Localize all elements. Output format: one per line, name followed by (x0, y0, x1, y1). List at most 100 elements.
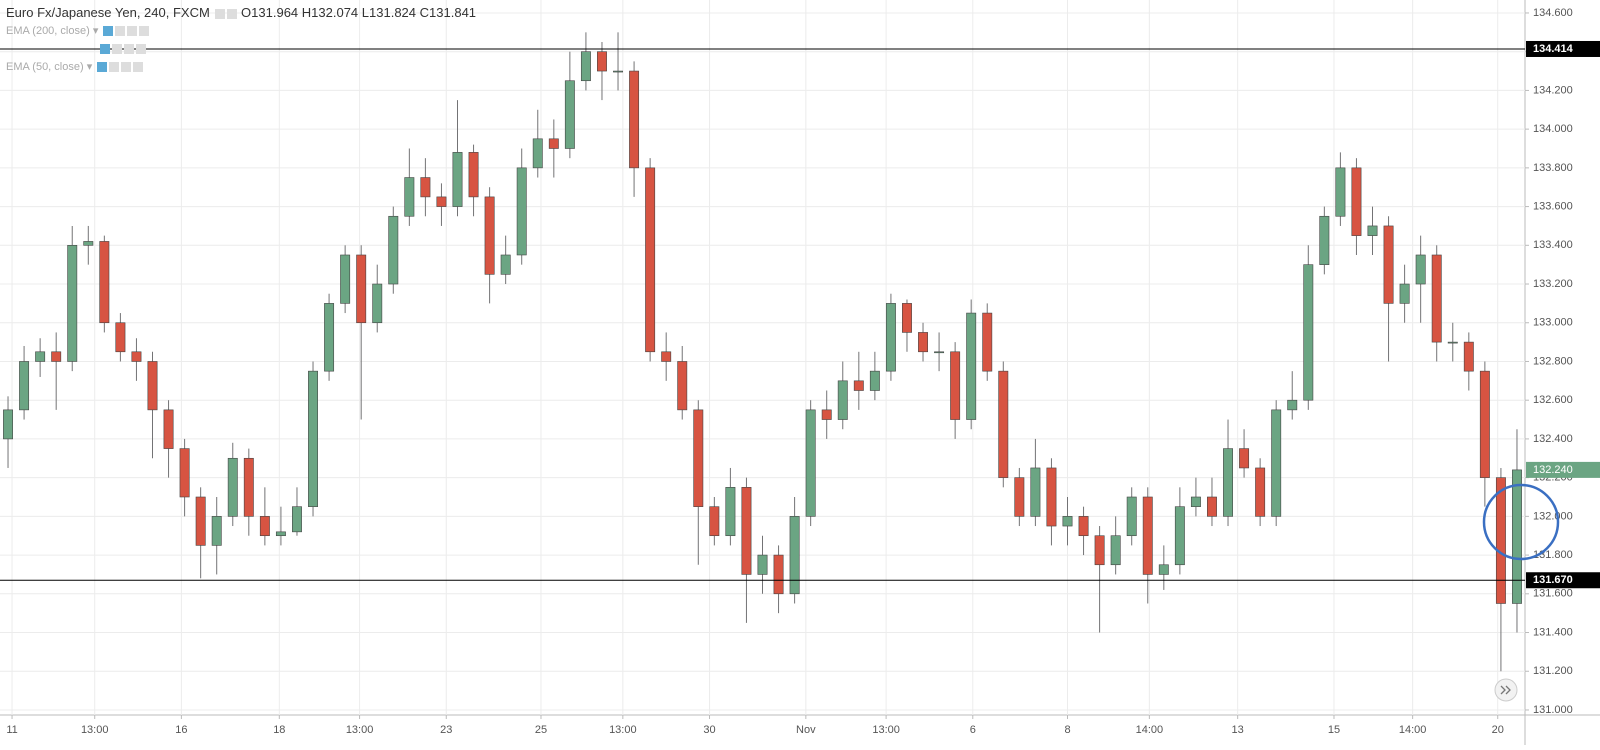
scroll-button[interactable] (1494, 678, 1518, 702)
x-tick-label: 13:00 (81, 724, 109, 736)
candle-body (1094, 535, 1105, 566)
candle-body (19, 361, 30, 411)
candle-body (677, 361, 688, 411)
candle-body (773, 554, 784, 595)
candle-body (99, 241, 110, 324)
candle-body (1303, 264, 1314, 401)
candle-body (243, 457, 254, 517)
y-tick-label: 134.000 (1533, 123, 1573, 135)
candle-body (837, 380, 848, 420)
scroll-button-icon (1500, 685, 1511, 695)
y-tick-label: 131.600 (1533, 588, 1573, 600)
candle-body (372, 283, 383, 324)
candle-body (516, 167, 527, 256)
candle-body (1046, 467, 1057, 527)
candle-body (918, 332, 928, 353)
icon[interactable] (136, 44, 146, 55)
candle-body (564, 80, 575, 149)
candle-body (340, 254, 351, 304)
candle-body (1287, 399, 1298, 411)
candle-body (35, 351, 46, 362)
candle-body (869, 370, 880, 391)
candle-body (1271, 409, 1282, 517)
x-tick-label: 13 (1232, 724, 1244, 736)
y-tick-label: 133.400 (1533, 239, 1573, 251)
candle-body (3, 409, 13, 440)
candle-body (902, 303, 912, 333)
icon[interactable] (100, 44, 110, 55)
candle-body (693, 409, 704, 507)
y-tick-label: 133.200 (1533, 278, 1573, 290)
candle-body (934, 351, 945, 354)
candle-body (83, 241, 94, 246)
candle-body (484, 196, 495, 275)
x-tick-label: 16 (175, 724, 187, 736)
candle-body (404, 177, 415, 217)
icon[interactable] (121, 62, 132, 73)
candle-body (147, 361, 158, 411)
x-tick-label: 13:00 (609, 724, 637, 736)
candle-body (661, 351, 672, 362)
candle-body (1367, 225, 1378, 236)
candle-body (597, 51, 607, 72)
candle-body (789, 516, 800, 595)
y-tick-label: 131.000 (1533, 704, 1573, 716)
x-tick-label: 8 (1064, 724, 1070, 736)
icon[interactable] (215, 8, 226, 19)
candle-body (115, 322, 126, 353)
x-tick-label: 25 (535, 724, 547, 736)
level-label-box (1526, 40, 1600, 57)
candle-body (67, 245, 78, 362)
icon[interactable] (97, 62, 108, 73)
candle-body (1335, 167, 1346, 217)
candle-body (1495, 477, 1506, 604)
icon[interactable] (115, 26, 126, 37)
candle-body (645, 167, 656, 353)
candle-body (1110, 535, 1121, 566)
y-tick-label: 133.600 (1533, 200, 1573, 212)
candle-body (131, 351, 142, 362)
indicator-name: EMA (50, close) (6, 61, 84, 73)
candle-body (1399, 283, 1410, 304)
icon[interactable] (227, 8, 238, 19)
x-tick-label: 14:00 (1399, 724, 1427, 736)
candle-body (1158, 564, 1169, 575)
candle-body (757, 554, 768, 575)
ohlc-high: H132.074 (301, 5, 359, 20)
y-tick-label: 132.600 (1533, 394, 1573, 406)
icon[interactable] (109, 62, 120, 73)
candle-body (613, 70, 623, 73)
level-label: 131.670 (1533, 574, 1573, 586)
candle-body (163, 409, 174, 449)
x-tick-label: 30 (703, 724, 715, 736)
icon[interactable] (103, 26, 114, 37)
icon[interactable] (124, 44, 134, 55)
candle-body (1126, 496, 1137, 537)
indicator-row: EMA (200, close) ▾ (6, 22, 476, 40)
icon[interactable] (127, 26, 138, 37)
candle-body (1512, 469, 1522, 604)
candle-body (1319, 215, 1330, 265)
icon[interactable] (112, 44, 122, 55)
y-tick-label: 132.000 (1533, 510, 1573, 522)
candle-body (420, 177, 431, 198)
candle-body (532, 138, 543, 169)
y-tick-label: 132.800 (1533, 355, 1573, 367)
ohlc-close: C131.841 (419, 5, 477, 20)
icon[interactable] (139, 26, 150, 37)
candle-body (1030, 467, 1041, 517)
y-tick-label: 134.600 (1533, 7, 1573, 19)
y-tick-label: 131.200 (1533, 665, 1573, 677)
candle-body (324, 303, 335, 372)
candle-body (1431, 254, 1442, 343)
candle-body (580, 51, 591, 82)
y-tick-label: 132.400 (1533, 433, 1573, 445)
candle-body (1479, 370, 1490, 478)
symbol-title: Euro Fx/Japanese Yen, 240, FXCM (6, 5, 210, 20)
icon[interactable] (133, 62, 144, 73)
candle-body (805, 409, 816, 517)
candle-body (211, 516, 222, 546)
candle-body (292, 506, 302, 533)
x-tick-label: 11 (6, 724, 17, 736)
